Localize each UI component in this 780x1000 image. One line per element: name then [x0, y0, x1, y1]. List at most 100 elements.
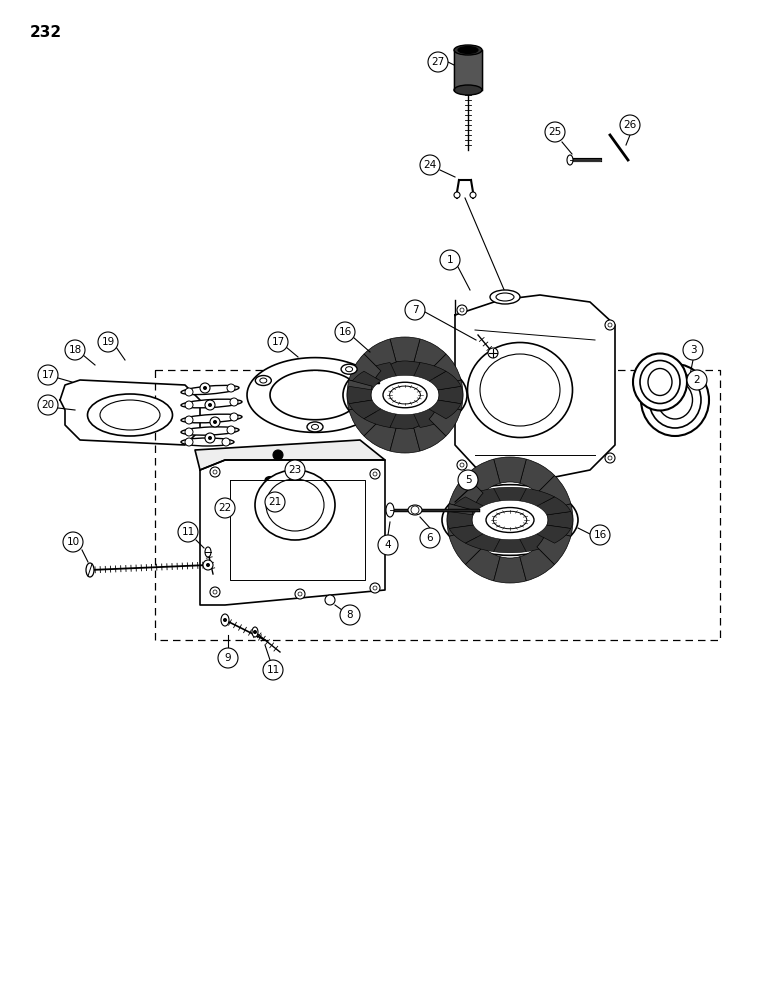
Ellipse shape: [307, 422, 323, 432]
Ellipse shape: [408, 505, 422, 515]
Polygon shape: [438, 386, 463, 404]
Wedge shape: [390, 428, 420, 453]
Wedge shape: [438, 380, 463, 410]
Circle shape: [213, 420, 217, 424]
Polygon shape: [195, 440, 385, 470]
Text: 17: 17: [271, 337, 285, 347]
Circle shape: [98, 332, 118, 352]
Circle shape: [457, 305, 467, 315]
Wedge shape: [414, 419, 446, 451]
Ellipse shape: [181, 438, 234, 446]
Circle shape: [210, 587, 220, 597]
Circle shape: [605, 453, 615, 463]
Ellipse shape: [265, 477, 275, 484]
Circle shape: [488, 348, 498, 358]
Text: 1: 1: [447, 255, 453, 265]
Circle shape: [185, 428, 193, 436]
Wedge shape: [349, 404, 381, 436]
Wedge shape: [519, 459, 555, 493]
Circle shape: [205, 433, 215, 443]
Circle shape: [335, 322, 355, 342]
Circle shape: [38, 395, 58, 415]
Wedge shape: [429, 354, 461, 386]
Wedge shape: [547, 504, 573, 536]
Circle shape: [263, 660, 283, 680]
Circle shape: [227, 384, 235, 392]
Wedge shape: [447, 504, 473, 536]
Text: 10: 10: [66, 537, 80, 547]
Polygon shape: [200, 460, 385, 605]
Polygon shape: [537, 525, 571, 543]
Circle shape: [683, 340, 703, 360]
Circle shape: [200, 383, 210, 393]
Wedge shape: [349, 354, 381, 386]
Text: 25: 25: [548, 127, 562, 137]
Circle shape: [454, 192, 460, 198]
Polygon shape: [414, 409, 446, 427]
Polygon shape: [390, 361, 420, 376]
Wedge shape: [347, 380, 372, 410]
Polygon shape: [347, 386, 372, 404]
Text: 20: 20: [41, 400, 55, 410]
Polygon shape: [414, 363, 446, 381]
Wedge shape: [519, 547, 555, 581]
Ellipse shape: [490, 290, 520, 304]
Text: 27: 27: [431, 57, 445, 67]
Polygon shape: [447, 512, 473, 528]
Circle shape: [230, 413, 238, 421]
Circle shape: [63, 532, 83, 552]
Ellipse shape: [221, 614, 229, 626]
Circle shape: [223, 618, 227, 622]
Circle shape: [210, 417, 220, 427]
Ellipse shape: [658, 381, 693, 419]
Circle shape: [440, 250, 460, 270]
Polygon shape: [390, 414, 420, 429]
Ellipse shape: [205, 547, 211, 557]
Ellipse shape: [442, 485, 578, 555]
Circle shape: [178, 522, 198, 542]
Circle shape: [210, 467, 220, 477]
Circle shape: [227, 426, 235, 434]
Ellipse shape: [341, 364, 357, 374]
Polygon shape: [494, 539, 526, 553]
Circle shape: [605, 320, 615, 330]
Circle shape: [378, 535, 398, 555]
Polygon shape: [429, 371, 461, 390]
Polygon shape: [454, 50, 482, 90]
Circle shape: [203, 386, 207, 390]
Text: 3: 3: [690, 345, 697, 355]
Polygon shape: [547, 512, 573, 528]
Text: 2: 2: [693, 375, 700, 385]
Polygon shape: [519, 488, 555, 506]
Text: 23: 23: [289, 465, 302, 475]
Polygon shape: [455, 295, 615, 480]
Text: 11: 11: [267, 665, 279, 675]
Circle shape: [230, 398, 238, 406]
Circle shape: [185, 401, 193, 409]
Ellipse shape: [454, 85, 482, 95]
Wedge shape: [466, 547, 500, 581]
Circle shape: [457, 460, 467, 470]
Circle shape: [295, 589, 305, 599]
Polygon shape: [466, 488, 500, 506]
Circle shape: [458, 470, 478, 490]
Wedge shape: [364, 339, 396, 371]
Text: 21: 21: [268, 497, 282, 507]
Text: 232: 232: [30, 25, 62, 40]
Ellipse shape: [181, 399, 242, 408]
Text: 24: 24: [424, 160, 437, 170]
Circle shape: [428, 52, 448, 72]
Circle shape: [185, 416, 193, 424]
Ellipse shape: [343, 359, 467, 431]
Text: 8: 8: [346, 610, 353, 620]
Circle shape: [65, 340, 85, 360]
Circle shape: [420, 528, 440, 548]
Polygon shape: [537, 497, 571, 515]
Circle shape: [687, 370, 707, 390]
Circle shape: [285, 460, 305, 480]
Circle shape: [38, 365, 58, 385]
Circle shape: [325, 595, 335, 605]
Circle shape: [405, 300, 425, 320]
Circle shape: [206, 563, 210, 567]
Polygon shape: [349, 400, 381, 419]
